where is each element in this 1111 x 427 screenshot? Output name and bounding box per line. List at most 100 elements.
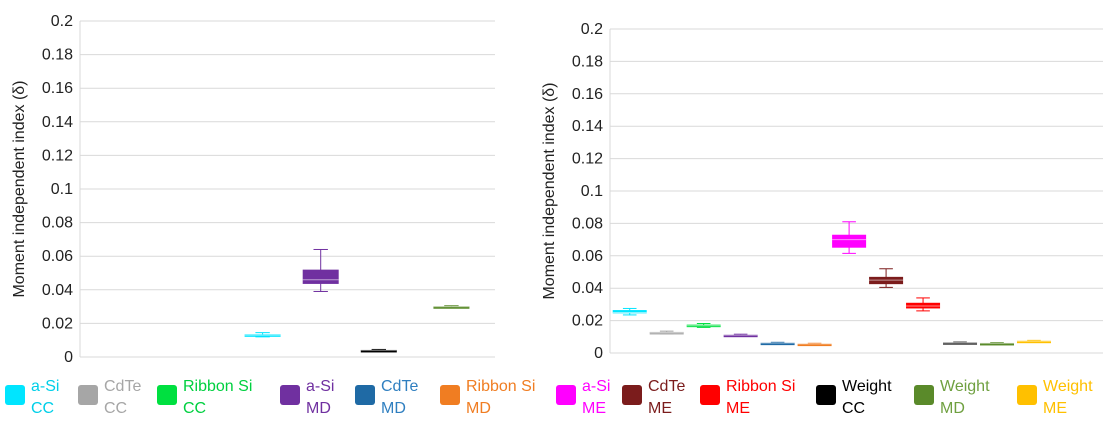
y-tick-label: 0.18	[42, 47, 73, 64]
box-body	[360, 349, 397, 353]
box-cdte-me	[869, 268, 904, 288]
legend-label: Weight CC	[842, 376, 892, 420]
box-a-si-me	[832, 221, 867, 254]
box-ribbon-si-cc	[686, 323, 721, 328]
legend-label-line-2: MD	[306, 400, 331, 417]
legend-label-line-2: MD	[940, 400, 965, 417]
y-tick-label: 0.14	[42, 114, 73, 131]
box-ribbon-si-me	[906, 297, 941, 312]
legend-label-line-1: CdTe	[648, 378, 686, 395]
y-tick-label: 0.1	[581, 183, 603, 200]
y-tick-label: 0.16	[572, 86, 603, 103]
y-axis-title: Moment independent index (δ)	[11, 80, 28, 297]
chart-panel-1: 0 0.02 0.04 0.06 0.08 0.1 0.12 0.14 0.16 0.18 0.2 M…	[11, 13, 495, 366]
y-tick-label: 0.08	[42, 215, 73, 232]
legend-label-line-2: MD	[381, 400, 406, 417]
box-weight-cc	[360, 348, 397, 353]
legend-label: CdTe CC	[104, 376, 141, 420]
y-tick-label: 0.04	[572, 280, 603, 297]
legend-label: a-Si MD	[306, 376, 334, 420]
legend-swatch	[622, 385, 642, 405]
box-weight-md	[433, 305, 470, 309]
legend-item: Ribbon Si CC	[157, 376, 252, 420]
legend-label-line-1: Ribbon Si	[183, 378, 253, 395]
legend-label-line-1: CdTe	[104, 378, 142, 395]
y-tick-label: 0.2	[51, 13, 73, 30]
legend-label-line-2: CC	[842, 400, 866, 417]
y-tick-label: 0.1	[51, 181, 73, 198]
legend-label-line-2: CC	[104, 400, 128, 417]
legend-label-line-2: ME	[582, 400, 606, 417]
legend-label-line-1: Ribbon Si	[726, 378, 796, 395]
legend-label: CdTe ME	[648, 376, 685, 420]
box-weight-cc	[943, 341, 978, 345]
y-tick-label: 0.12	[572, 151, 603, 168]
legend-label-line-1: CdTe	[381, 378, 419, 395]
box-body	[980, 342, 1015, 346]
chart-legend: a-Si CC CdTe CC Ribbon Si CC a-Si MD CdTe MD Ribbo…	[0, 376, 1111, 427]
legend-swatch	[816, 385, 836, 405]
box-cdte-cc	[649, 330, 684, 335]
legend-label-line-2: ME	[648, 400, 672, 417]
legend-label-line-1: a-Si	[31, 378, 60, 395]
y-tick-label: 0.02	[572, 313, 603, 330]
legend-label: a-Si ME	[582, 376, 610, 420]
box-weight-me	[1016, 339, 1051, 344]
y-tick-label: 0.04	[42, 282, 73, 299]
legend-swatch	[5, 385, 25, 405]
legend-label: Weight MD	[940, 376, 990, 420]
y-tick-label: 0.06	[572, 248, 603, 265]
legend-label-line-2: CC	[183, 400, 207, 417]
legend-swatch	[556, 385, 576, 405]
legend-label: Ribbon Si ME	[726, 376, 795, 420]
legend-label: Ribbon Si CC	[183, 376, 252, 420]
y-tick-label: 0.2	[581, 21, 603, 38]
legend-item: a-Si MD	[280, 376, 334, 420]
legend-swatch	[78, 385, 98, 405]
legend-swatch	[157, 385, 177, 405]
legend-swatch	[355, 385, 375, 405]
legend-label-line-1: Ribbon Si	[466, 378, 536, 395]
y-tick-label: 0	[64, 349, 73, 366]
legend-label-line-1: Weight	[1043, 378, 1093, 395]
box-a-si-md	[302, 248, 339, 292]
legend-label-line-1: a-Si	[582, 378, 611, 395]
legend-item: Weight MD	[914, 376, 990, 420]
y-tick-label: 0.18	[572, 53, 603, 70]
legend-item: a-Si ME	[556, 376, 610, 420]
legend-item: CdTe CC	[78, 376, 141, 420]
legend-swatch	[914, 385, 934, 405]
chart-panel-2: 0 0.02 0.04 0.06 0.08 0.1 0.12 0.14 0.16 0.18 0.2 M…	[541, 21, 1103, 362]
y-tick-label: 0.16	[42, 80, 73, 97]
box-a-si-md	[723, 333, 758, 338]
legend-swatch	[440, 385, 460, 405]
box-body	[433, 306, 470, 309]
box-weight-md	[980, 342, 1015, 346]
legend-item: Ribbon Si ME	[700, 376, 795, 420]
legend-label: Ribbon Si MD	[466, 376, 535, 420]
box-body	[943, 342, 978, 345]
box-plot-charts: 0 0.02 0.04 0.06 0.08 0.1 0.12 0.14 0.16 0.18 0.2 M…	[11, 13, 1103, 366]
legend-item: a-Si CC	[5, 376, 59, 420]
y-tick-label: 0.02	[42, 315, 73, 332]
box-body	[302, 269, 339, 284]
legend-item: Weight ME	[1017, 376, 1093, 420]
y-tick-label: 0.12	[42, 147, 73, 164]
legend-label: Weight ME	[1043, 376, 1093, 420]
legend-item: Weight CC	[816, 376, 892, 420]
y-axis-title: Moment independent index (δ)	[541, 82, 558, 299]
legend-swatch	[700, 385, 720, 405]
legend-item: Ribbon Si MD	[440, 376, 535, 420]
box-body	[723, 334, 758, 338]
y-tick-label: 0.08	[572, 215, 603, 232]
legend-swatch	[1017, 385, 1037, 405]
y-tick-label: 0	[594, 345, 603, 362]
y-tick-label: 0.14	[572, 118, 603, 135]
legend-item: CdTe ME	[622, 376, 685, 420]
box-body	[1016, 340, 1051, 344]
legend-label-line-2: ME	[1043, 400, 1067, 417]
box-cdte-md	[760, 341, 795, 346]
legend-label-line-1: Weight	[940, 378, 990, 395]
legend-label-line-1: Weight	[842, 378, 892, 395]
box-ribbon-si-md	[797, 342, 832, 347]
